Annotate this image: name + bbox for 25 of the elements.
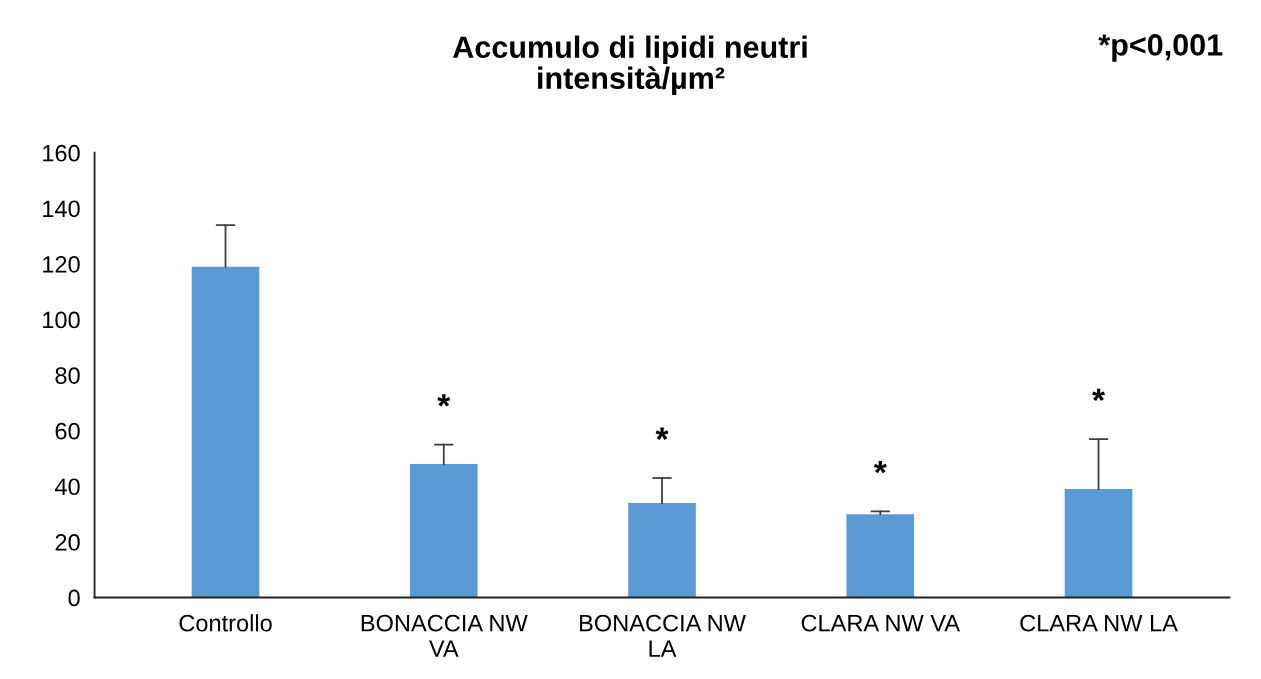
bar xyxy=(846,514,915,598)
x-tick-label: BONACCIA NW VA xyxy=(361,614,528,657)
x-tick-label: CLARA NW VA xyxy=(801,614,961,632)
x-tick-label: Controllo xyxy=(179,614,272,632)
y-tick-label: 0 xyxy=(68,589,80,607)
x-tick-label: BONACCIA NW LA xyxy=(580,614,746,657)
text: *p<0,001 xyxy=(1098,34,1223,62)
bar xyxy=(409,464,478,598)
annotation: * xyxy=(655,427,669,440)
y-tick-label: 140 xyxy=(43,200,80,218)
y-tick-label: 120 xyxy=(43,256,80,273)
annotation: * xyxy=(1092,388,1105,402)
y-tick-label: 100 xyxy=(43,311,80,329)
annotation: * xyxy=(437,394,451,407)
bar xyxy=(191,266,260,598)
x-tick-label: CLARA NW LA xyxy=(1020,614,1178,632)
y-tick-label: 60 xyxy=(55,422,80,440)
y-tick-label: 160 xyxy=(43,144,80,162)
bar xyxy=(628,503,696,598)
y-tick-label: 80 xyxy=(55,367,80,384)
y-tick-label: 20 xyxy=(55,533,80,551)
bar xyxy=(1064,489,1133,598)
y-tick-label: 40 xyxy=(54,478,80,496)
annotation: * xyxy=(873,460,887,474)
chart-title: Accumulo di lipidi neutri intensità/µm² xyxy=(453,35,807,96)
